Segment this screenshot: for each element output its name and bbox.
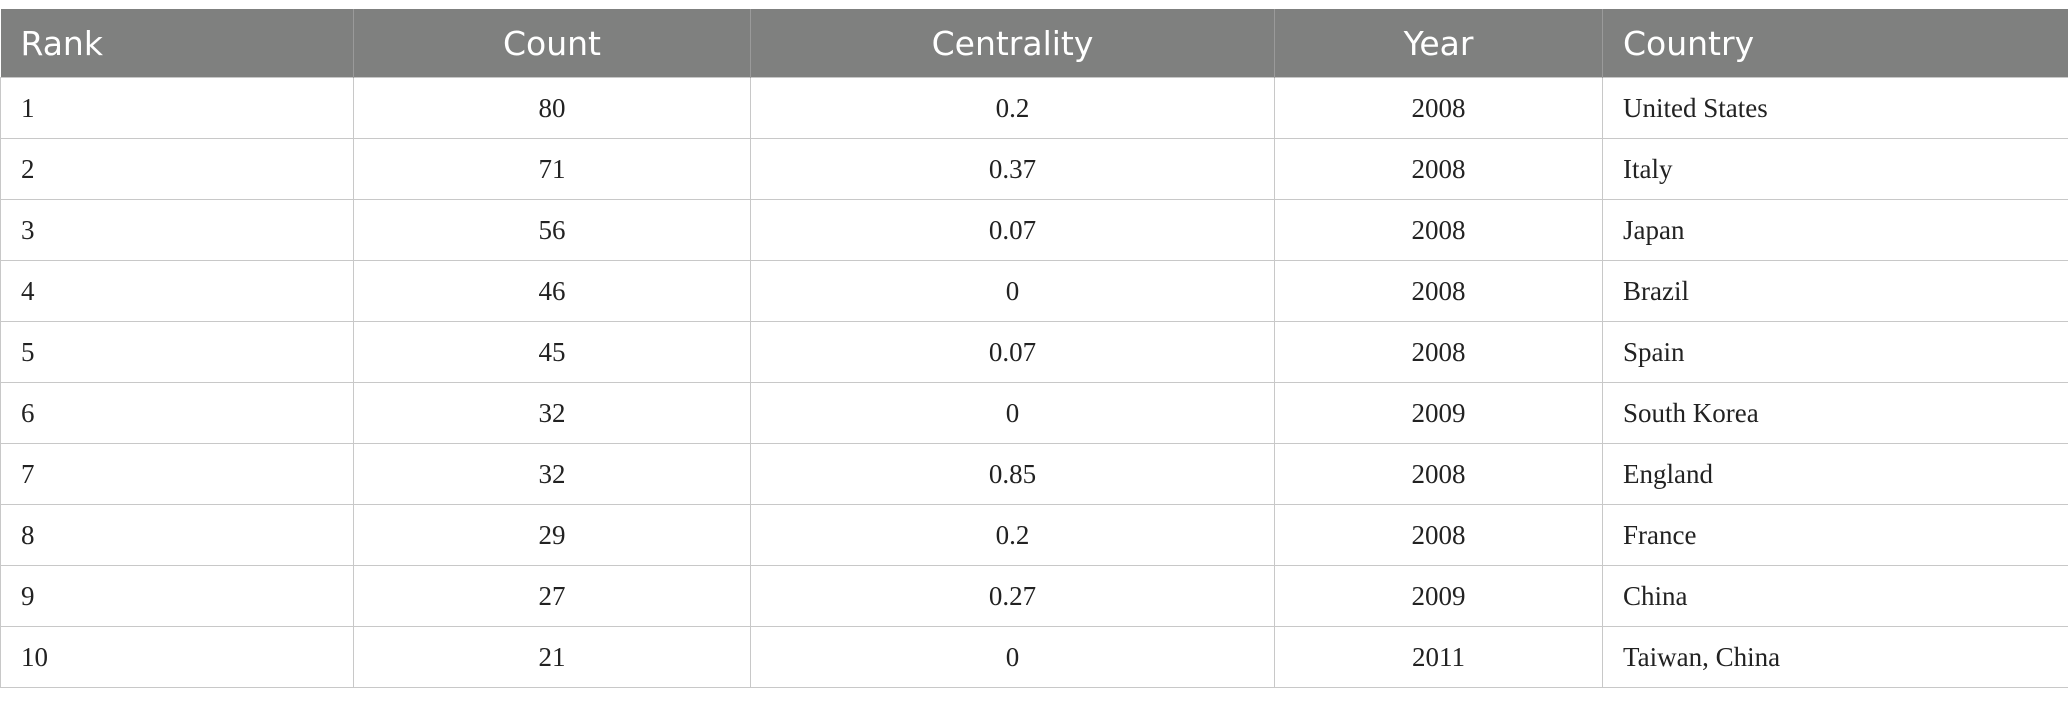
table-cell: Italy [1602,138,2068,200]
table-cell: 45 [353,321,751,383]
table-cell: 2011 [1274,626,1603,688]
table-cell: 2008 [1274,443,1603,505]
header-cell: Centrality [750,9,1275,78]
table-cell: 7 [0,443,354,505]
table-cell: 8 [0,504,354,566]
table-cell: 2008 [1274,77,1603,139]
table-header: Rank Count Centrality Year Country [0,9,2068,78]
table-cell: 0 [750,260,1275,322]
table-cell: 0.27 [750,565,1275,627]
table-row: 4 46 0 2008 Brazil [0,260,2068,322]
table-cell: South Korea [1602,382,2068,444]
table-cell: France [1602,504,2068,566]
table-cell: 0.2 [750,77,1275,139]
header-cell: Country [1602,9,2068,78]
table-cell: 10 [0,626,354,688]
table-cell: Taiwan, China [1602,626,2068,688]
table-cell: 27 [353,565,751,627]
table-row: 3 56 0.07 2008 Japan [0,199,2068,261]
table-cell: 9 [0,565,354,627]
header-cell: Year [1274,9,1603,78]
table-cell: 0.07 [750,199,1275,261]
header-cell: Count [353,9,751,78]
table-cell: 2008 [1274,260,1603,322]
table-row: 8 29 0.2 2008 France [0,504,2068,566]
table-cell: 56 [353,199,751,261]
header-cell: Rank [0,9,354,78]
table-cell: 3 [0,199,354,261]
table-cell: 2008 [1274,138,1603,200]
table-cell: 0 [750,382,1275,444]
table-cell: England [1602,443,2068,505]
table-cell: 5 [0,321,354,383]
table-cell: 2008 [1274,321,1603,383]
table-cell: 46 [353,260,751,322]
table-cell: 32 [353,382,751,444]
table-cell: 1 [0,77,354,139]
table-cell: 0.85 [750,443,1275,505]
table-cell: Japan [1602,199,2068,261]
table-row: 9 27 0.27 2009 China [0,565,2068,627]
table-cell: 0.07 [750,321,1275,383]
table-cell: 0.37 [750,138,1275,200]
table-row: 6 32 0 2009 South Korea [0,382,2068,444]
table-cell: 29 [353,504,751,566]
table-cell: 6 [0,382,354,444]
table-row: 7 32 0.85 2008 England [0,443,2068,505]
table-cell: 32 [353,443,751,505]
table-cell: Spain [1602,321,2068,383]
header-row: Rank Count Centrality Year Country [0,9,2068,78]
table-cell: 2009 [1274,565,1603,627]
table-row: 10 21 0 2011 Taiwan, China [0,626,2068,688]
table-cell: 2 [0,138,354,200]
table-cell: 0.2 [750,504,1275,566]
table-body: 1 80 0.2 2008 United States 2 71 0.37 2008 Italy 3… [0,77,2068,688]
table-cell: 2008 [1274,504,1603,566]
table-row: 5 45 0.07 2008 Spain [0,321,2068,383]
table-cell: United States [1602,77,2068,139]
table-row: 2 71 0.37 2008 Italy [0,138,2068,200]
table-cell: 4 [0,260,354,322]
table-cell: 71 [353,138,751,200]
table-cell: 0 [750,626,1275,688]
table-cell: 2009 [1274,382,1603,444]
table-cell: China [1602,565,2068,627]
table-cell: 80 [353,77,751,139]
data-table: Rank Count Centrality Year Country 1 80 0.2 200… [0,9,2068,688]
table-cell: 2008 [1274,199,1603,261]
table-row: 1 80 0.2 2008 United States [0,77,2068,139]
table-cell: Brazil [1602,260,2068,322]
table-cell: 21 [353,626,751,688]
